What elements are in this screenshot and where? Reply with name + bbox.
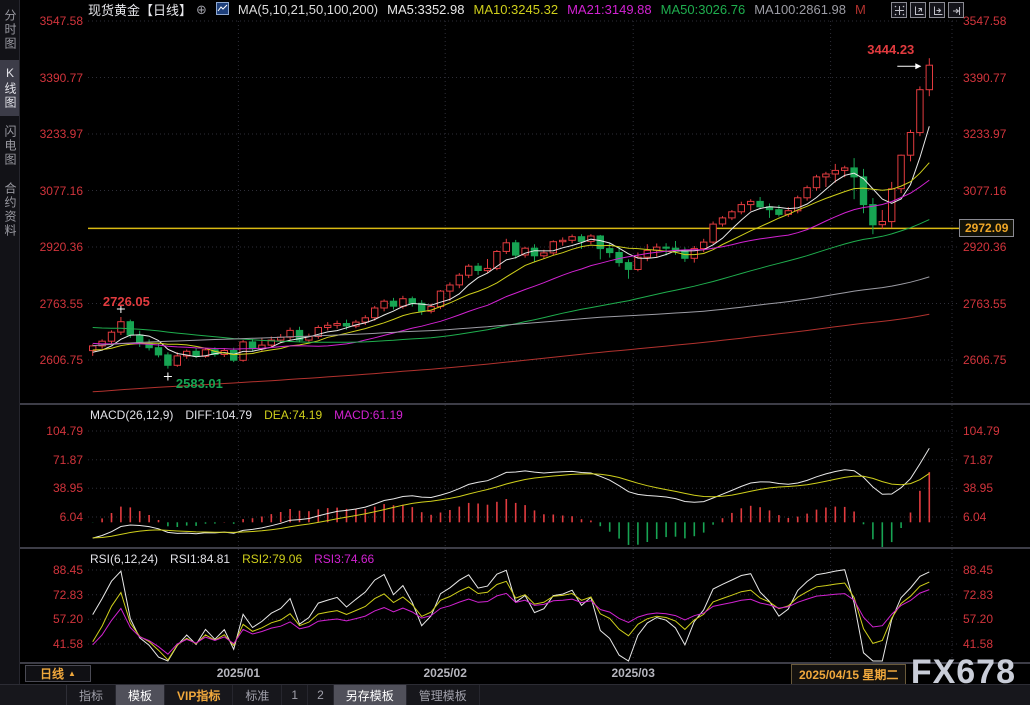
scale-x-axis-icon[interactable] <box>929 2 945 18</box>
macd-panel-header: MACD(26,12,9) DIFF:104.79 DEA:74.19 MACD… <box>90 408 403 422</box>
left-price-axis: 3547.58 3390.77 3233.97 3077.16 2920.36 2763.… <box>22 0 84 662</box>
tab-vip-indicators[interactable]: VIP指标 <box>165 685 234 705</box>
rsi3-readout: RSI3:74.66 <box>314 552 375 566</box>
axis-tick-label: 88.45 <box>963 563 994 577</box>
sidebar-item-lightning[interactable]: 闪电图 <box>3 125 17 167</box>
symbol-title: 现货黄金【日线】 <box>88 3 193 18</box>
axis-tick-label: 72.83 <box>52 587 83 602</box>
time-axis: 日线 ▲ 2025/04/15 星期二 2025/01 2025/02 2025/0… <box>20 664 1030 685</box>
expand-icon[interactable]: ⊕ <box>196 1 207 17</box>
axis-tick-label: 3390.77 <box>39 70 83 85</box>
period-selector[interactable]: 日线 ▲ <box>25 665 91 682</box>
ma10-readout: MA10:3245.32 <box>473 2 559 17</box>
axis-tick-label: 57.20 <box>963 612 994 627</box>
rsi2-readout: RSI2:79.06 <box>242 552 303 566</box>
axis-tick-label: 2920.36 <box>39 240 83 254</box>
panel-divider <box>20 662 1030 664</box>
axis-tick-label: 6.04 <box>59 510 83 524</box>
ma50-readout: MA50:3026.76 <box>660 2 746 17</box>
tab-standard[interactable]: 标准 <box>233 685 283 705</box>
axis-tick-label: 71.87 <box>963 452 994 467</box>
period-label: 日线 <box>40 667 65 681</box>
month-axis-label: 2025/02 <box>423 666 467 680</box>
macd-diff-readout: DIFF:104.79 <box>185 408 253 422</box>
rsi1-readout: RSI1:84.81 <box>170 552 231 566</box>
chart-header: 现货黄金【日线】 ⊕ MA(5,10,21,50,100,200) MA5:33… <box>88 1 866 18</box>
tab-templates[interactable]: 模板 <box>116 685 166 705</box>
ma100-readout: MA100:2861.98 <box>754 2 847 17</box>
axis-tick-label: 3390.77 <box>963 70 1007 85</box>
ma5-readout: MA5:3352.98 <box>387 2 465 17</box>
tab-indicators[interactable]: 指标 <box>67 685 117 705</box>
macd-title: MACD(26,12,9) <box>90 408 174 422</box>
chart-type-sidebar: 分时图 K线图 闪电图 合约资料 <box>0 0 20 684</box>
axis-tick-label: 2606.75 <box>963 353 1007 367</box>
axis-tick-label: 104.79 <box>963 424 1000 438</box>
tab-save-template[interactable]: 另存模板 <box>333 685 407 705</box>
axis-tick-label: 3233.97 <box>963 127 1007 141</box>
chart-toolbar-icons <box>891 2 964 18</box>
sidebar-item-timeshare[interactable]: 分时图 <box>3 9 17 51</box>
rsi-title: RSI(6,12,24) <box>90 552 159 566</box>
axis-tick-label: 2606.75 <box>39 353 83 367</box>
chart-type-icon[interactable] <box>215 1 229 18</box>
axis-tick-label: 3547.58 <box>963 14 1007 28</box>
macd-macd-readout: MACD:61.19 <box>334 408 403 422</box>
axis-tick-label: 3547.58 <box>39 14 83 28</box>
axis-tick-label: 104.79 <box>46 424 83 438</box>
ma200-readout: M <box>855 2 866 17</box>
axis-tick-label: 38.95 <box>963 481 994 496</box>
axis-tick-label: 38.95 <box>52 481 83 496</box>
axis-tick-label: 72.83 <box>963 587 994 602</box>
latest-high-annotation: 3444.23 <box>867 42 915 58</box>
current-price-tag: 2972.09 <box>959 219 1015 238</box>
ma-settings-label: MA(5,10,21,50,100,200) <box>237 2 379 17</box>
axis-tick-label: 71.87 <box>52 452 83 467</box>
month-axis-label: 2025/01 <box>216 666 261 680</box>
panel-divider[interactable] <box>20 403 1030 405</box>
scale-y-axis-icon[interactable] <box>910 2 926 18</box>
axis-tick-label: 41.58 <box>52 637 83 651</box>
tab-manage-templates[interactable]: 管理模板 <box>407 685 480 705</box>
macd-dea-readout: DEA:74.19 <box>264 408 323 422</box>
toolbar-spacer <box>0 685 67 705</box>
swing-low-annotation: 2583.01 <box>175 375 223 391</box>
last-date-label: 2025/04/15 星期二 <box>791 664 907 685</box>
bottom-toolbar: 指标 模板 VIP指标 标准 1 2 另存模板 管理模板 <box>0 684 1030 705</box>
axis-tick-label: 6.04 <box>963 510 987 524</box>
sidebar-item-kline[interactable]: K线图 <box>0 60 19 116</box>
panel-divider[interactable] <box>20 547 1030 549</box>
tab-template-2[interactable]: 2 <box>308 685 334 705</box>
sidebar-item-contract-info[interactable]: 合约资料 <box>3 182 17 238</box>
axis-tick-label: 2763.55 <box>963 296 1007 311</box>
tab-template-1[interactable]: 1 <box>282 685 309 705</box>
axis-tick-label: 3077.16 <box>963 183 1007 198</box>
axis-tick-label: 57.20 <box>52 612 83 627</box>
ma21-readout: MA21:3149.88 <box>567 2 652 17</box>
axis-tick-label: 3233.97 <box>39 127 83 141</box>
axis-tick-label: 2763.55 <box>39 296 83 311</box>
chevron-up-icon: ▲ <box>68 669 76 678</box>
axis-tick-label: 88.45 <box>52 563 83 577</box>
axis-tick-label: 41.58 <box>963 637 994 651</box>
crosshair-icon[interactable] <box>891 2 907 18</box>
right-price-axis: 3547.58 3390.77 3233.97 3077.16 2920.36 2763.… <box>962 0 1028 662</box>
axis-tick-label: 3077.16 <box>39 183 83 198</box>
jump-to-latest-icon[interactable] <box>948 2 964 18</box>
month-axis-label: 2025/03 <box>611 666 655 680</box>
swing-high-annotation: 2726.05 <box>102 294 150 309</box>
axis-tick-label: 2920.36 <box>963 240 1007 254</box>
rsi-panel-header: RSI(6,12,24) RSI1:84.81 RSI2:79.06 RSI3:… <box>90 552 374 566</box>
